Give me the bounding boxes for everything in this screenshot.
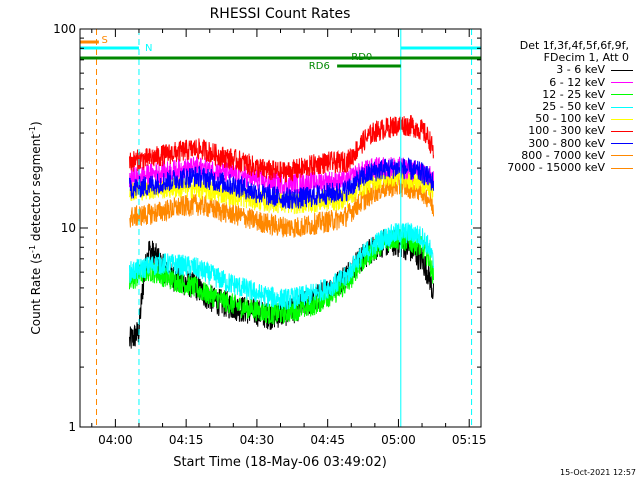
legend-entry: 7000 - 15000 keV [470,161,635,175]
annotation-label-n: N [145,43,152,54]
legend-entry-label: 100 - 300 keV [528,124,605,138]
x-tick-label: 04:30 [240,433,275,447]
legend-entry: 12 - 25 keV [470,87,635,101]
legend-swatch [611,118,633,120]
legend-entry-label: 6 - 12 keV [549,75,605,89]
legend: Det 1f,3f,4f,5f,6f,9f, FDecim 1, Att 0 3… [470,39,635,175]
legend-swatch [611,106,633,108]
legend-entry-label: 7000 - 15000 keV [507,161,605,175]
legend-entry: 6 - 12 keV [470,75,635,89]
annotation-label-s: S [102,35,108,46]
y-axis-label: Count Rate (s-1 detector segment-1) [28,121,43,334]
legend-entry-label: 3 - 6 keV [556,63,605,77]
legend-entry: 25 - 50 keV [470,100,635,114]
legend-entry-label: 25 - 50 keV [542,100,605,114]
legend-swatch [611,131,633,133]
legend-header-decim: FDecim 1, Att 0 [543,51,629,65]
legend-swatch [611,94,633,96]
legend-swatch [611,82,633,84]
legend-entry-label: 300 - 800 keV [528,136,605,150]
series-800-7000kev [129,175,434,238]
legend-entry: 800 - 7000 keV [470,148,635,162]
legend-entry-label: 12 - 25 keV [542,87,605,101]
series-300-800kev [129,157,434,209]
legend-entry: 3 - 6 keV [470,64,635,76]
legend-entry-label: 800 - 7000 keV [521,148,605,162]
x-tick-label: 04:00 [98,433,133,447]
generated-timestamp: 15-Oct-2021 12:57 [560,468,636,477]
y-tick-label: 100 [53,22,76,36]
legend-swatch [611,70,633,71]
legend-entry: 300 - 800 keV [470,136,635,150]
y-tick-label: 10 [61,221,76,235]
legend-entry-label: 50 - 100 keV [535,112,605,126]
legend-header-detectors: Det 1f,3f,4f,5f,6f,9f, [519,39,629,52]
legend-swatch [611,143,633,145]
y-tick-label: 1 [68,420,76,434]
x-axis-label: Start Time (18-May-06 03:49:02) [173,455,387,470]
legend-entry: 100 - 300 keV [470,125,635,137]
annotation-label-rd0: RD0 [351,52,372,63]
x-tick-label: 04:15 [169,433,204,447]
x-tick-label: 05:15 [452,433,487,447]
series-100-300kev [129,115,434,183]
x-tick-label: 04:45 [310,433,345,447]
annotation-label-rd6: RD6 [309,61,330,72]
x-tick-label: 05:00 [381,433,416,447]
legend-swatch [611,155,633,157]
legend-swatch [611,167,633,169]
series-25-50kev [129,222,434,310]
legend-entry: 50 - 100 keV [470,113,635,125]
chart-title: RHESSI Count Rates [210,6,351,22]
